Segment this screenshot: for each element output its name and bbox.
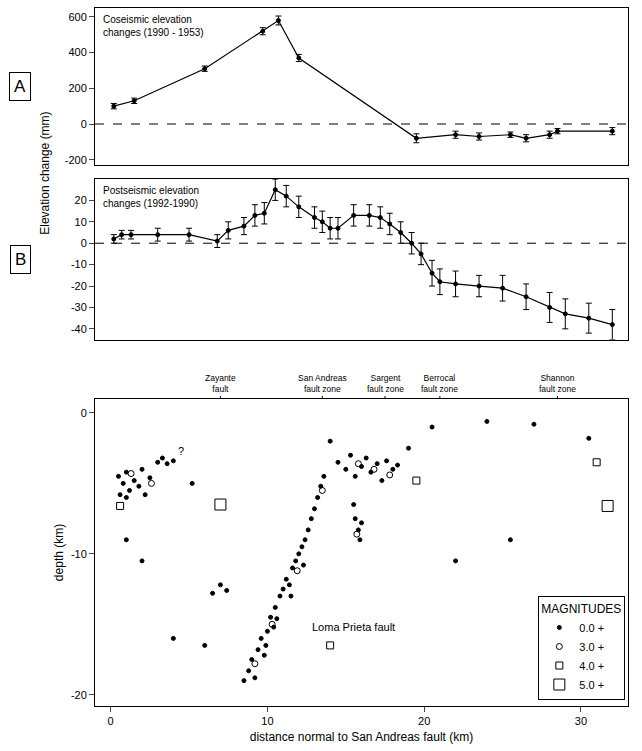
svg-text:10: 10 (261, 715, 273, 727)
svg-text:200: 200 (68, 82, 86, 94)
svg-text:-10: -10 (71, 548, 87, 560)
svg-text:0: 0 (108, 715, 114, 727)
svg-text:B: B (15, 250, 26, 269)
svg-text:Shannonfault zone: Shannonfault zone (539, 373, 576, 394)
svg-text:Sargentfault zone: Sargentfault zone (367, 373, 404, 394)
svg-text:-20: -20 (71, 689, 87, 701)
svg-text:Postseismic elevationchanges (: Postseismic elevationchanges (1992-1990) (103, 185, 199, 209)
svg-text:30: 30 (575, 715, 587, 727)
svg-text:0: 0 (81, 118, 87, 130)
svg-text:-40: -40 (71, 323, 87, 335)
svg-text:San Andreasfault zone: San Andreasfault zone (298, 373, 347, 394)
svg-text:MAGNITUDES: MAGNITUDES (541, 602, 621, 616)
svg-text:3.0 +: 3.0 + (579, 641, 604, 653)
svg-text:10: 10 (75, 216, 87, 228)
svg-text:400: 400 (68, 46, 86, 58)
svg-text:Coseismic elevationchanges (19: Coseismic elevationchanges (1990 - 1953) (103, 14, 204, 38)
svg-text:0: 0 (81, 407, 87, 419)
svg-text:depth (km): depth (km) (52, 524, 66, 581)
svg-text:?: ? (178, 445, 184, 457)
svg-text:A: A (14, 77, 26, 96)
svg-text:4.0 +: 4.0 + (579, 660, 604, 672)
svg-text:20: 20 (75, 194, 87, 206)
svg-text:600: 600 (68, 11, 86, 23)
svg-text:Berrocalfault zone: Berrocalfault zone (421, 373, 458, 394)
svg-text:5.0 +: 5.0 + (579, 679, 604, 691)
svg-text:-20: -20 (71, 280, 87, 292)
svg-text:Elevation change (mm): Elevation change (mm) (38, 111, 52, 234)
svg-text:-200: -200 (65, 154, 87, 166)
svg-text:-10: -10 (71, 258, 87, 270)
svg-text:-30: -30 (71, 301, 87, 313)
svg-text:0: 0 (81, 237, 87, 249)
svg-text:Zayantefault: Zayantefault (205, 373, 236, 394)
svg-text:distance normal to San Andreas: distance normal to San Andreas fault (km… (250, 730, 473, 744)
svg-text:Loma Prieta fault: Loma Prieta fault (312, 621, 395, 633)
svg-text:0.0 +: 0.0 + (579, 622, 604, 634)
svg-text:20: 20 (418, 715, 430, 727)
